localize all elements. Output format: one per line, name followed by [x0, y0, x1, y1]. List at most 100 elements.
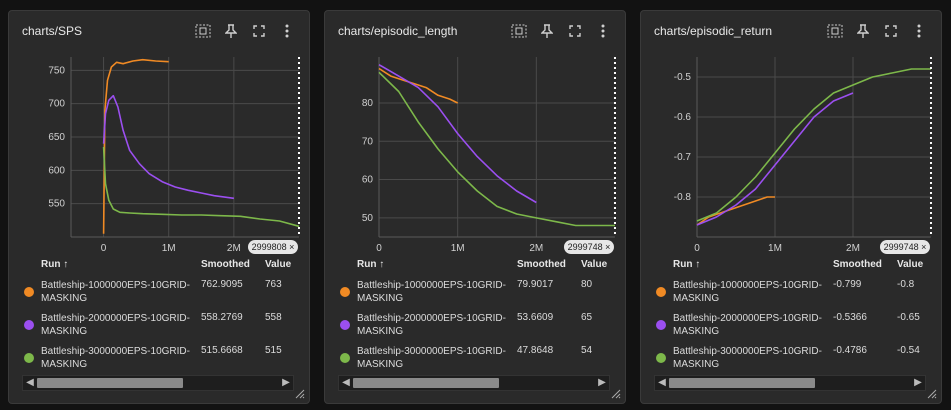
scroll-left-icon[interactable]: ◀	[26, 377, 34, 388]
series-color-dot	[340, 320, 350, 330]
horizontal-scrollbar[interactable]: ◀ ▶	[654, 375, 926, 391]
series-line	[102, 58, 169, 234]
smoothed-column-header[interactable]: Smoothed	[201, 259, 250, 270]
line-chart[interactable]: 550 600 650 700 750 0 1M 2M 2999808 ×	[9, 49, 310, 259]
scrollbar-thumb[interactable]	[669, 378, 815, 388]
run-name: Battleship-3000000EPS-10GRID-MASKING	[41, 346, 190, 370]
smoothed-value: 515.6668	[201, 345, 243, 356]
step-badge-label: 2999748 ×	[884, 242, 927, 252]
raw-value: 54	[581, 345, 593, 356]
run-name: Battleship-2000000EPS-10GRID-MASKING	[357, 313, 506, 337]
smoothed-value: 558.2769	[201, 312, 243, 323]
smoothed-value: 79.9017	[517, 279, 554, 290]
horizontal-scrollbar[interactable]: ◀ ▶	[338, 375, 610, 391]
scroll-left-icon[interactable]: ◀	[658, 377, 666, 388]
value-column-header[interactable]: Value	[581, 259, 608, 270]
step-badge	[563, 240, 614, 254]
fit-domain-icon[interactable]	[189, 21, 217, 41]
run-column-header[interactable]: Run ↑	[357, 259, 385, 270]
x-tick-label: 0	[101, 243, 107, 254]
legend-row: Battleship-2000000EPS-10GRID-MASKING -0.5…	[641, 308, 941, 341]
run-name: Battleship-3000000EPS-10GRID-MASKING	[357, 346, 506, 370]
resize-handle-icon[interactable]	[293, 387, 305, 399]
series-line	[378, 64, 537, 204]
scroll-right-icon[interactable]: ▶	[282, 377, 290, 388]
scrollbar-thumb[interactable]	[37, 378, 183, 388]
x-tick-label: 1M	[451, 243, 465, 254]
scroll-right-icon[interactable]: ▶	[914, 377, 922, 388]
legend-row: Battleship-1000000EPS-10GRID-MASKING 762.…	[9, 275, 309, 308]
legend-header: Run ↑ Smoothed Value	[641, 259, 941, 275]
line-chart[interactable]: -0.8 -0.7 -0.6 -0.5 0 1M 2M 2999748 ×	[641, 49, 942, 259]
series-color-dot	[24, 353, 34, 363]
x-tick-label: 0	[376, 243, 382, 254]
x-tick-label: 0	[694, 243, 700, 254]
smoothed-column-header[interactable]: Smoothed	[833, 259, 882, 270]
raw-value: -0.8	[897, 279, 915, 290]
legend-row: Battleship-2000000EPS-10GRID-MASKING 53.6…	[325, 308, 625, 341]
pin-icon[interactable]	[217, 21, 245, 41]
run-name: Battleship-2000000EPS-10GRID-MASKING	[41, 313, 190, 337]
smoothed-value: -0.5366	[833, 312, 867, 323]
step-badge	[247, 240, 298, 254]
series-line	[696, 92, 854, 226]
run-name: Battleship-1000000EPS-10GRID-MASKING	[673, 280, 822, 304]
fullscreen-icon[interactable]	[561, 21, 589, 41]
value-column-header[interactable]: Value	[265, 259, 292, 270]
y-tick-label: -0.7	[674, 152, 692, 163]
series-color-dot	[340, 353, 350, 363]
smoothed-value: 53.6609	[517, 312, 554, 323]
legend-header: Run ↑ Smoothed Value	[9, 259, 309, 275]
legend-row: Battleship-3000000EPS-10GRID-MASKING 47.8…	[325, 341, 625, 374]
smoothed-column-header[interactable]: Smoothed	[517, 259, 566, 270]
x-tick-label: 2M	[846, 243, 860, 254]
scroll-left-icon[interactable]: ◀	[342, 377, 350, 388]
series-line	[696, 68, 931, 222]
run-column-header[interactable]: Run ↑	[41, 259, 69, 270]
more-vert-icon[interactable]	[905, 21, 933, 41]
horizontal-scrollbar[interactable]: ◀ ▶	[22, 375, 294, 391]
series-color-dot	[656, 287, 666, 297]
y-tick-label: 600	[48, 165, 65, 176]
y-tick-label: 750	[48, 65, 65, 76]
pin-icon[interactable]	[533, 21, 561, 41]
smoothed-value: 47.8648	[517, 345, 554, 356]
y-tick-label: -0.6	[674, 112, 692, 123]
chart-card-episodic-return: charts/episodic_return -0.8 -0.7 -0.6 -0.5 0…	[640, 10, 942, 404]
x-tick-label: 1M	[768, 243, 782, 254]
run-column-header[interactable]: Run ↑	[673, 259, 701, 270]
x-tick-label: 2M	[529, 243, 543, 254]
raw-value: 515	[265, 345, 282, 356]
card-toolbar	[505, 21, 617, 41]
y-tick-label: 70	[362, 136, 374, 147]
series-line	[102, 146, 300, 228]
smoothed-value: -0.4786	[833, 345, 867, 356]
y-tick-label: -0.8	[674, 192, 692, 203]
card-title: charts/SPS	[22, 24, 83, 38]
y-tick-label: 60	[362, 175, 374, 186]
series-color-dot	[340, 287, 350, 297]
card-title: charts/episodic_return	[654, 24, 773, 38]
fullscreen-icon[interactable]	[877, 21, 905, 41]
more-vert-icon[interactable]	[589, 21, 617, 41]
y-tick-label: 650	[48, 132, 65, 143]
resize-handle-icon[interactable]	[609, 387, 621, 399]
series-line	[102, 94, 235, 200]
pin-icon[interactable]	[849, 21, 877, 41]
legend-row: Battleship-1000000EPS-10GRID-MASKING 79.9…	[325, 275, 625, 308]
resize-handle-icon[interactable]	[925, 387, 937, 399]
scrollbar-thumb[interactable]	[353, 378, 499, 388]
series-line	[378, 67, 459, 104]
series-color-dot	[24, 287, 34, 297]
more-vert-icon[interactable]	[273, 21, 301, 41]
raw-value: -0.65	[897, 312, 920, 323]
y-tick-label: -0.5	[674, 72, 692, 83]
fit-domain-icon[interactable]	[821, 21, 849, 41]
card-toolbar	[189, 21, 301, 41]
scroll-right-icon[interactable]: ▶	[598, 377, 606, 388]
fullscreen-icon[interactable]	[245, 21, 273, 41]
line-chart[interactable]: 50 60 70 80 0 1M 2M 2999748 ×	[325, 49, 626, 259]
legend-rows: Battleship-1000000EPS-10GRID-MASKING -0.7…	[641, 275, 941, 374]
value-column-header[interactable]: Value	[897, 259, 924, 270]
fit-domain-icon[interactable]	[505, 21, 533, 41]
